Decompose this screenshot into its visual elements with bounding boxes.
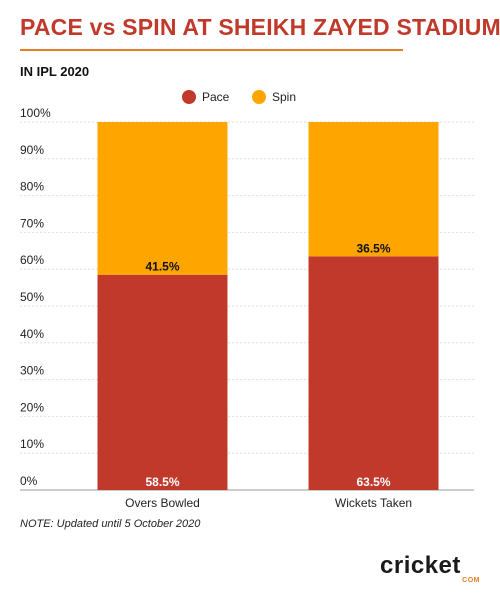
x-tick-label: Wickets Taken [335, 496, 412, 510]
y-tick-label: 80% [20, 180, 44, 194]
bar-pace [308, 256, 439, 490]
legend-label-spin: Spin [272, 90, 296, 104]
y-tick-label: 10% [20, 437, 44, 451]
data-label: 58.5% [145, 475, 179, 489]
logo-sub-text: COM [462, 577, 480, 584]
y-tick-label: 50% [20, 290, 44, 304]
x-tick-label: Overs Bowled [125, 496, 200, 510]
y-tick-label: 90% [20, 143, 44, 157]
bar-spin [308, 122, 439, 257]
logo-wordmark: cricket [380, 552, 461, 579]
bar-spin [97, 122, 228, 275]
data-label: 36.5% [356, 241, 390, 255]
y-tick-label: 40% [20, 327, 44, 341]
legend-label-pace: Pace [202, 90, 230, 104]
legend-swatch-spin [252, 90, 266, 104]
y-tick-label: 70% [20, 216, 44, 230]
y-tick-label: 60% [20, 253, 44, 267]
y-tick-label: 0% [20, 474, 38, 488]
data-label: 41.5% [145, 260, 179, 274]
bar-pace [97, 274, 228, 490]
title-underline [20, 49, 403, 51]
legend-swatch-pace [182, 90, 196, 104]
y-tick-label: 20% [20, 400, 44, 414]
data-label: 63.5% [356, 475, 390, 489]
cricket-com-logo: cricket COM [380, 552, 480, 586]
footnote: NOTE: Updated until 5 October 2020 [20, 518, 201, 530]
chart-title: PACE vs SPIN AT SHEIKH ZAYED STADIUM [20, 14, 500, 40]
y-tick-label: 30% [20, 364, 44, 378]
y-tick-label: 100% [20, 106, 51, 120]
chart-subtitle: IN IPL 2020 [20, 64, 90, 79]
